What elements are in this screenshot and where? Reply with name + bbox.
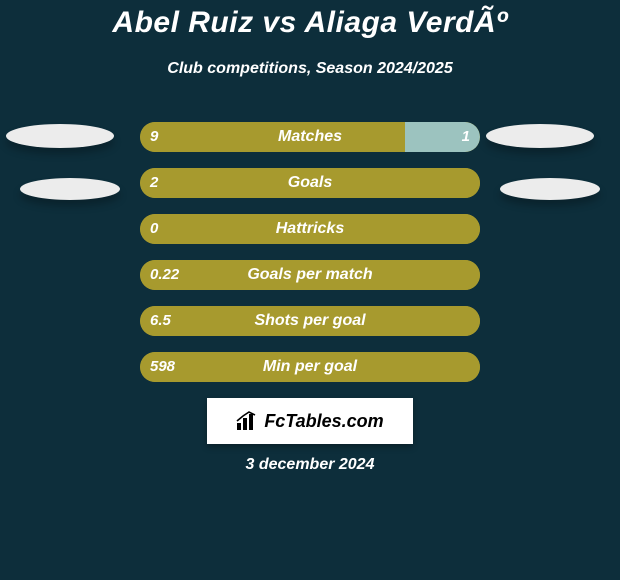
- stat-value-right: 1: [462, 122, 470, 152]
- stat-value-left: 6.5: [150, 306, 171, 336]
- stat-row: Min per goal598: [0, 352, 620, 382]
- brand-chart-icon: [236, 411, 260, 431]
- stat-bar-track: Hattricks0: [140, 214, 480, 244]
- club-badge-right: [486, 124, 594, 148]
- stat-value-left: 0.22: [150, 260, 179, 290]
- stat-label: Hattricks: [140, 214, 480, 244]
- subtitle: Club competitions, Season 2024/2025: [0, 60, 620, 78]
- stat-bar-track: Goals per match0.22: [140, 260, 480, 290]
- stat-rows: Matches9 1 Goals2 Hattricks0 Goals per match…: [0, 122, 620, 398]
- stat-bar-track: Shots per goal6.5: [140, 306, 480, 336]
- title: Abel Ruiz vs Aliaga VerdÃº: [0, 0, 620, 40]
- stat-row: Hattricks0: [0, 214, 620, 244]
- stat-value-left: 2: [150, 168, 158, 198]
- stat-value-left: 9: [150, 122, 158, 152]
- club-badge-left: [6, 124, 114, 148]
- date: 3 december 2024: [0, 456, 620, 474]
- comparison-card: Abel Ruiz vs Aliaga VerdÃº Club competit…: [0, 0, 620, 580]
- stat-label: Min per goal: [140, 352, 480, 382]
- stat-bar-track: Min per goal598: [140, 352, 480, 382]
- brand-box: FcTables.com: [207, 398, 413, 444]
- club-badge-right: [500, 178, 600, 200]
- stat-label: Goals: [140, 168, 480, 198]
- stat-value-left: 598: [150, 352, 175, 382]
- stat-label: Matches: [140, 122, 480, 152]
- stat-bar-track: Goals2: [140, 168, 480, 198]
- stat-value-left: 0: [150, 214, 158, 244]
- stat-row: Goals per match0.22: [0, 260, 620, 290]
- stat-label: Shots per goal: [140, 306, 480, 336]
- stat-bar-track: Matches9 1: [140, 122, 480, 152]
- stat-label: Goals per match: [140, 260, 480, 290]
- club-badge-left: [20, 178, 120, 200]
- brand-text: FcTables.com: [264, 411, 383, 432]
- stat-row: Shots per goal6.5: [0, 306, 620, 336]
